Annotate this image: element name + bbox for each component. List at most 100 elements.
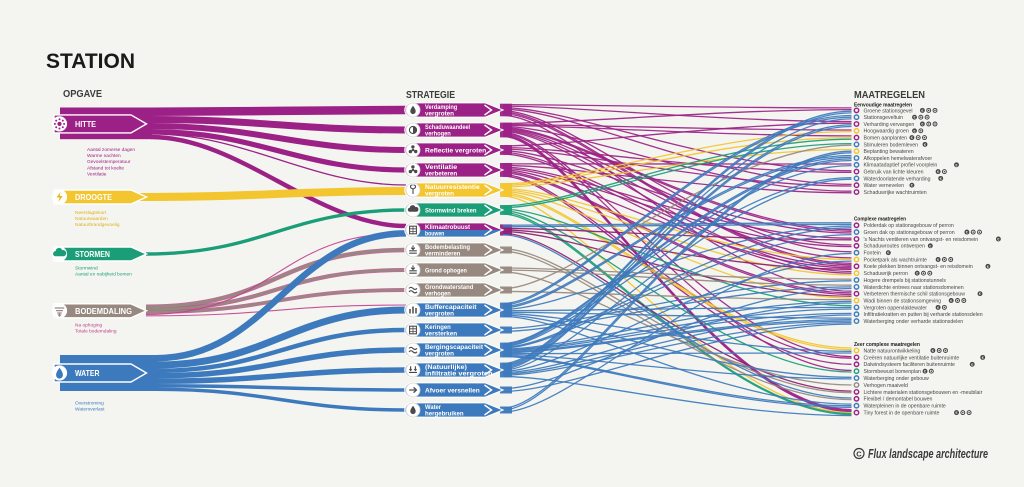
svg-text:€: € xyxy=(924,142,927,147)
svg-text:Pocketpark als wachtruimte: Pocketpark als wachtruimte xyxy=(864,257,928,263)
svg-text:€: € xyxy=(929,243,932,248)
svg-text:Waterberging onder verharde st: Waterberging onder verharde stationsdele… xyxy=(864,319,964,325)
svg-text:Warme nachten: Warme nachten xyxy=(87,153,121,159)
svg-text:Wadi binnen de stationsomgevin: Wadi binnen de stationsomgeving xyxy=(864,298,942,304)
svg-text:WATER: WATER xyxy=(75,368,100,378)
svg-text:verminderen: verminderen xyxy=(425,250,460,257)
svg-text:STRATEGIE: STRATEGIE xyxy=(406,90,455,101)
svg-text:€: € xyxy=(921,122,924,127)
svg-text:Stormwind breken: Stormwind breken xyxy=(425,207,477,214)
svg-text:Neerslagtekort: Neerslagtekort xyxy=(75,210,107,216)
svg-text:STATION: STATION xyxy=(46,49,135,73)
svg-text:STORMEN: STORMEN xyxy=(75,249,110,259)
svg-text:Totale bodemdaling: Totale bodemdaling xyxy=(75,329,117,335)
svg-text:C: C xyxy=(856,449,862,458)
svg-text:vergroten: vergroten xyxy=(425,110,454,117)
svg-text:€: € xyxy=(913,115,916,120)
svg-text:Stationsgeveltuin: Stationsgeveltuin xyxy=(864,115,904,121)
svg-text:Flexibel / demontabel bouwen: Flexibel / demontabel bouwen xyxy=(864,397,933,403)
svg-text:Natuurresistentie: Natuurresistentie xyxy=(425,184,480,191)
svg-text:MAATREGELEN: MAATREGELEN xyxy=(854,90,925,101)
svg-text:Grond ophogen: Grond ophogen xyxy=(425,267,467,274)
svg-text:Tiny forest in de openbare rui: Tiny forest in de openbare ruimte xyxy=(864,411,940,417)
svg-text:verhogen: verhogen xyxy=(425,130,451,137)
svg-text:Reflectie vergroten: Reflectie vergroten xyxy=(425,147,486,154)
svg-text:OPGAVE: OPGAVE xyxy=(63,89,102,100)
svg-text:Ventilatie: Ventilatie xyxy=(87,171,107,177)
svg-text:Aantal en nabijheid bomen: Aantal en nabijheid bomen xyxy=(75,272,132,278)
svg-text:Hoogwaardig groen: Hoogwaardig groen xyxy=(864,129,909,135)
svg-text:Eenvoudige maatregelen: Eenvoudige maatregelen xyxy=(854,103,912,109)
svg-text:Vergroten oppervlaktewater: Vergroten oppervlaktewater xyxy=(864,305,928,311)
svg-text:Stormwind: Stormwind xyxy=(75,266,98,272)
svg-text:Overstroming: Overstroming xyxy=(75,401,104,407)
svg-text:HITTE: HITTE xyxy=(75,119,96,129)
svg-text:Afstand tot koelte: Afstand tot koelte xyxy=(87,165,124,171)
svg-text:Aantal zomerse dagen: Aantal zomerse dagen xyxy=(87,147,135,153)
svg-text:Lichtere materialen stationsge: Lichtere materialen stationsgebouwen en … xyxy=(864,390,983,396)
svg-text:Natuurbrandgevoelig: Natuurbrandgevoelig xyxy=(75,222,120,228)
svg-text:€: € xyxy=(937,257,940,262)
svg-text:€: € xyxy=(979,291,982,296)
svg-text:Verharding vervangen: Verharding vervangen xyxy=(864,122,915,128)
svg-text:€: € xyxy=(966,230,969,235)
svg-text:Groen dak op stationsgebouw of: Groen dak op stationsgebouw of perron xyxy=(864,230,955,236)
svg-text:verhogen: verhogen xyxy=(425,290,451,297)
svg-text:Zeer complexe maatregelen: Zeer complexe maatregelen xyxy=(854,342,920,348)
svg-text:Groene stationsgevel: Groene stationsgevel xyxy=(864,108,913,114)
svg-text:Afkoppelen hemelwaterafvoer: Afkoppelen hemelwaterafvoer xyxy=(864,156,933,162)
svg-text:Infiltratiekratten en putten b: Infiltratiekratten en putten bij verhard… xyxy=(864,312,983,318)
svg-text:vergroten: vergroten xyxy=(425,310,454,317)
svg-text:vergroten: vergroten xyxy=(425,350,454,357)
svg-text:€: € xyxy=(913,128,916,133)
svg-text:€: € xyxy=(924,369,927,374)
svg-text:verbeteren: verbeteren xyxy=(425,170,457,177)
svg-text:Stormbewust bomenplan: Stormbewust bomenplan xyxy=(864,369,921,375)
svg-text:DROOGTE: DROOGTE xyxy=(75,192,112,202)
svg-text:Klimaatrobuust: Klimaatrobuust xyxy=(425,224,471,231)
svg-text:Schaduwaandeel: Schaduwaandeel xyxy=(425,124,470,131)
svg-text:Schaduwroutes ontwerpen: Schaduwroutes ontwerpen xyxy=(864,244,926,250)
svg-text:Gevoelstemperatuur: Gevoelstemperatuur xyxy=(87,159,131,165)
svg-text:€: € xyxy=(997,237,1000,242)
svg-text:Fontein: Fontein xyxy=(864,251,881,257)
svg-text:€: € xyxy=(911,135,914,140)
svg-text:Waterberging onder gebouw: Waterberging onder gebouw xyxy=(864,376,930,382)
svg-text:Bergingscapaciteit: Bergingscapaciteit xyxy=(425,344,484,351)
svg-text:€: € xyxy=(921,108,924,113)
svg-text:Koele plekken binnen ontvangst: Koele plekken binnen ontvangst- en reisd… xyxy=(864,264,973,270)
svg-text:Klimaatadaptief profiel voorpl: Klimaatadaptief profiel voorplein xyxy=(864,163,938,169)
svg-text:Ventilatie: Ventilatie xyxy=(425,164,458,171)
svg-text:Wateroverlast: Wateroverlast xyxy=(75,407,105,413)
svg-text:€: € xyxy=(911,183,914,188)
svg-text:Water vernevelen: Water vernevelen xyxy=(864,183,905,189)
svg-text:Waterpleinen in de openbare ru: Waterpleinen in de openbare ruimte xyxy=(864,404,946,410)
svg-text:Buffercapaciteit: Buffercapaciteit xyxy=(425,304,477,311)
svg-text:Water: Water xyxy=(425,404,442,411)
svg-text:€: € xyxy=(916,271,919,276)
svg-text:€: € xyxy=(950,298,953,303)
svg-text:Verhogen maaiveld: Verhogen maaiveld xyxy=(864,383,909,389)
svg-text:Verdamping: Verdamping xyxy=(425,104,457,111)
svg-text:bouwen: bouwen xyxy=(425,230,444,237)
svg-text:hergebruiken: hergebruiken xyxy=(425,410,464,417)
svg-text:Na ophoging: Na ophoging xyxy=(75,323,103,329)
svg-text:Dalwindsysteem faciliteren bui: Dalwindsysteem faciliteren buitenruimte xyxy=(864,362,956,368)
svg-text:€: € xyxy=(887,250,890,255)
svg-text:Bodembelasting: Bodembelasting xyxy=(425,244,470,251)
svg-text:€: € xyxy=(955,410,958,415)
svg-text:Schaduwrijk perron: Schaduwrijk perron xyxy=(864,271,909,277)
svg-text:€: € xyxy=(987,264,990,269)
svg-text:Gebruik van lichte kleuren: Gebruik van lichte kleuren xyxy=(864,170,924,176)
svg-text:Verbeteren thermische schil st: Verbeteren thermische schil stationsgebo… xyxy=(864,292,966,298)
svg-text:€: € xyxy=(940,176,943,181)
svg-text:Polderdak op stationsgebouw of: Polderdak op stationsgebouw of perron xyxy=(864,223,954,229)
svg-text:€: € xyxy=(982,355,985,360)
svg-text:€: € xyxy=(937,169,940,174)
svg-text:vergroten: vergroten xyxy=(425,190,454,197)
svg-text:Keringen: Keringen xyxy=(425,324,451,331)
svg-text:€: € xyxy=(955,162,958,167)
svg-text:versterken: versterken xyxy=(425,330,457,337)
svg-text:Bomen aanplanten: Bomen aanplanten xyxy=(864,136,908,142)
svg-text:Creëren natuurlijke ventilatie: Creëren natuurlijke ventilatie buitenrui… xyxy=(864,355,960,361)
